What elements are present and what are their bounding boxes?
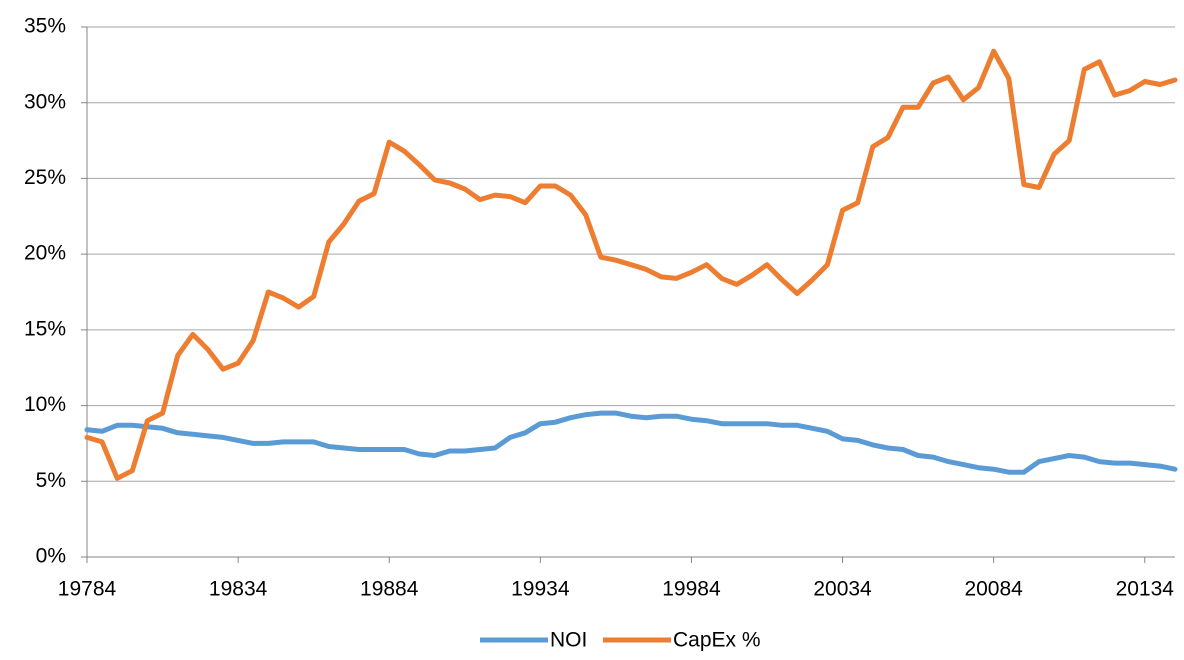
line-series <box>84 410 1178 475</box>
x-tick-label: 20134 <box>1116 578 1175 601</box>
x-tick-label: 19984 <box>662 578 721 601</box>
x-tick-label: 19784 <box>58 578 117 601</box>
y-tick-label: 30% <box>24 90 66 113</box>
x-tick-label: 19834 <box>209 578 268 601</box>
y-tick-label: 10% <box>24 393 66 416</box>
y-tick-label: 25% <box>24 166 66 189</box>
y-tick-label: 20% <box>24 242 66 265</box>
x-tick-label: 20034 <box>813 578 872 601</box>
x-tick-label: 19884 <box>360 578 419 601</box>
y-tick-label: 15% <box>24 317 66 340</box>
y-tick-label: 5% <box>36 469 66 492</box>
x-tick-label: 19934 <box>511 578 570 601</box>
x-tick-label: 20084 <box>964 578 1023 601</box>
legend-label: NOI <box>550 629 587 652</box>
line-series <box>84 48 1178 481</box>
y-tick-label: 35% <box>24 15 66 38</box>
y-tick-label: 0% <box>36 545 66 568</box>
legend-label: CapEx % <box>673 629 761 652</box>
